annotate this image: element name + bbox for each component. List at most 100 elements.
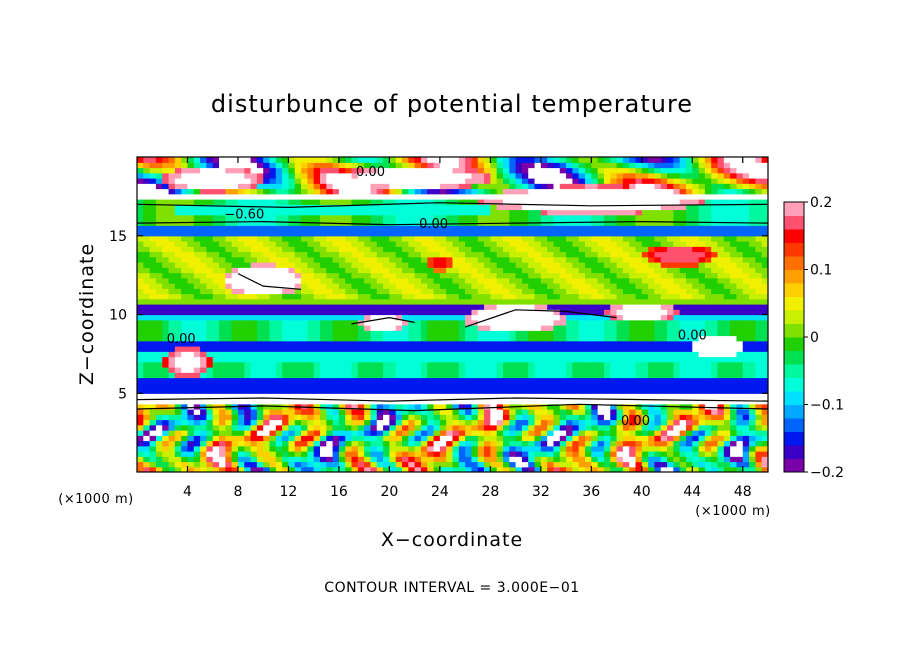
- field-cell: [137, 430, 144, 436]
- field-cell: [357, 262, 365, 268]
- field-cell: [206, 293, 214, 300]
- field-cell: [477, 419, 485, 426]
- field-cell: [528, 424, 536, 431]
- field-cell: [275, 445, 283, 452]
- field-cell: [345, 225, 353, 232]
- field-cell: [534, 293, 542, 300]
- field-cell: [414, 445, 422, 452]
- field-cell: [521, 398, 529, 405]
- field-cell: [275, 246, 283, 253]
- field-cell: [603, 319, 611, 326]
- field-cell: [749, 314, 756, 321]
- field-cell: [509, 367, 517, 373]
- field-cell: [376, 241, 384, 247]
- field-cell: [635, 456, 643, 463]
- field-cell: [376, 309, 384, 316]
- field-cell: [559, 241, 567, 247]
- field-cell: [332, 262, 340, 268]
- field-cell: [376, 220, 384, 226]
- field-cell: [244, 283, 252, 289]
- field-cell: [269, 256, 277, 263]
- field-cell: [294, 283, 302, 289]
- field-cell: [616, 319, 624, 326]
- field-cell: [319, 246, 327, 253]
- field-cell: [591, 424, 599, 431]
- field-cell: [364, 393, 372, 400]
- field-cell: [515, 262, 523, 268]
- field-cell: [534, 340, 542, 347]
- field-cell: [704, 361, 712, 368]
- field-cell: [534, 435, 542, 442]
- field-cell: [730, 304, 738, 310]
- field-cell: [174, 314, 182, 321]
- field-cell: [338, 209, 346, 216]
- field-cell: [509, 246, 517, 253]
- field-cell: [225, 225, 233, 232]
- field-cell: [162, 445, 170, 452]
- field-cell: [528, 225, 536, 232]
- field-cell: [528, 293, 536, 300]
- field-cell: [263, 235, 271, 242]
- field-cell: [673, 367, 681, 373]
- field-cell: [408, 398, 416, 405]
- field-cell: [742, 403, 750, 410]
- field-cell: [338, 388, 346, 394]
- field-cell: [692, 393, 700, 400]
- field-cell: [679, 419, 687, 426]
- field-cell: [711, 309, 719, 316]
- field-cell: [206, 461, 214, 468]
- field-cell: [704, 246, 712, 253]
- field-cell: [704, 283, 712, 289]
- field-cell: [484, 241, 491, 247]
- field-cell: [288, 293, 296, 300]
- field-cell: [137, 393, 144, 400]
- field-cell: [534, 335, 542, 342]
- field-cell: [673, 419, 681, 426]
- field-cell: [749, 430, 756, 436]
- field-cell: [654, 256, 662, 263]
- field-cell: [231, 214, 239, 221]
- field-cell: [622, 298, 630, 305]
- field-cell: [219, 277, 226, 284]
- field-cell: [225, 361, 233, 368]
- field-cell: [471, 267, 479, 274]
- field-cell: [648, 346, 656, 352]
- field-cell: [446, 319, 454, 326]
- field-cell: [244, 293, 252, 300]
- field-cell: [433, 435, 441, 442]
- field-cell: [275, 209, 283, 216]
- field-cell: [439, 214, 447, 221]
- field-cell: [332, 298, 340, 305]
- field-cell: [477, 414, 485, 421]
- field-cell: [471, 377, 479, 384]
- field-cell: [174, 466, 182, 472]
- field-cell: [673, 424, 681, 431]
- field-cell: [502, 272, 510, 279]
- field-cell: [149, 267, 157, 274]
- field-cell: [761, 283, 768, 289]
- field-cell: [692, 451, 700, 457]
- field-cell: [212, 388, 220, 394]
- field-cell: [660, 430, 668, 436]
- field-cell: [332, 377, 340, 384]
- field-cell: [376, 330, 384, 337]
- field-cell: [591, 361, 599, 368]
- field-cell: [515, 424, 523, 431]
- field-cell: [742, 461, 750, 468]
- chart-title: disturbunce of potential temperature: [211, 90, 693, 118]
- field-cell: [692, 346, 700, 352]
- field-cell: [433, 398, 441, 405]
- field-cell: [490, 388, 498, 394]
- field-cell: [326, 409, 334, 415]
- field-cell: [181, 209, 189, 216]
- field-cell: [502, 319, 510, 326]
- field-cell: [237, 325, 245, 331]
- field-cell: [338, 267, 346, 274]
- field-cell: [137, 241, 144, 247]
- field-cell: [547, 430, 555, 436]
- field-cell: [414, 398, 422, 405]
- field-cell: [332, 293, 340, 300]
- field-cell: [616, 209, 624, 216]
- field-cell: [408, 440, 416, 447]
- field-cell: [181, 403, 189, 410]
